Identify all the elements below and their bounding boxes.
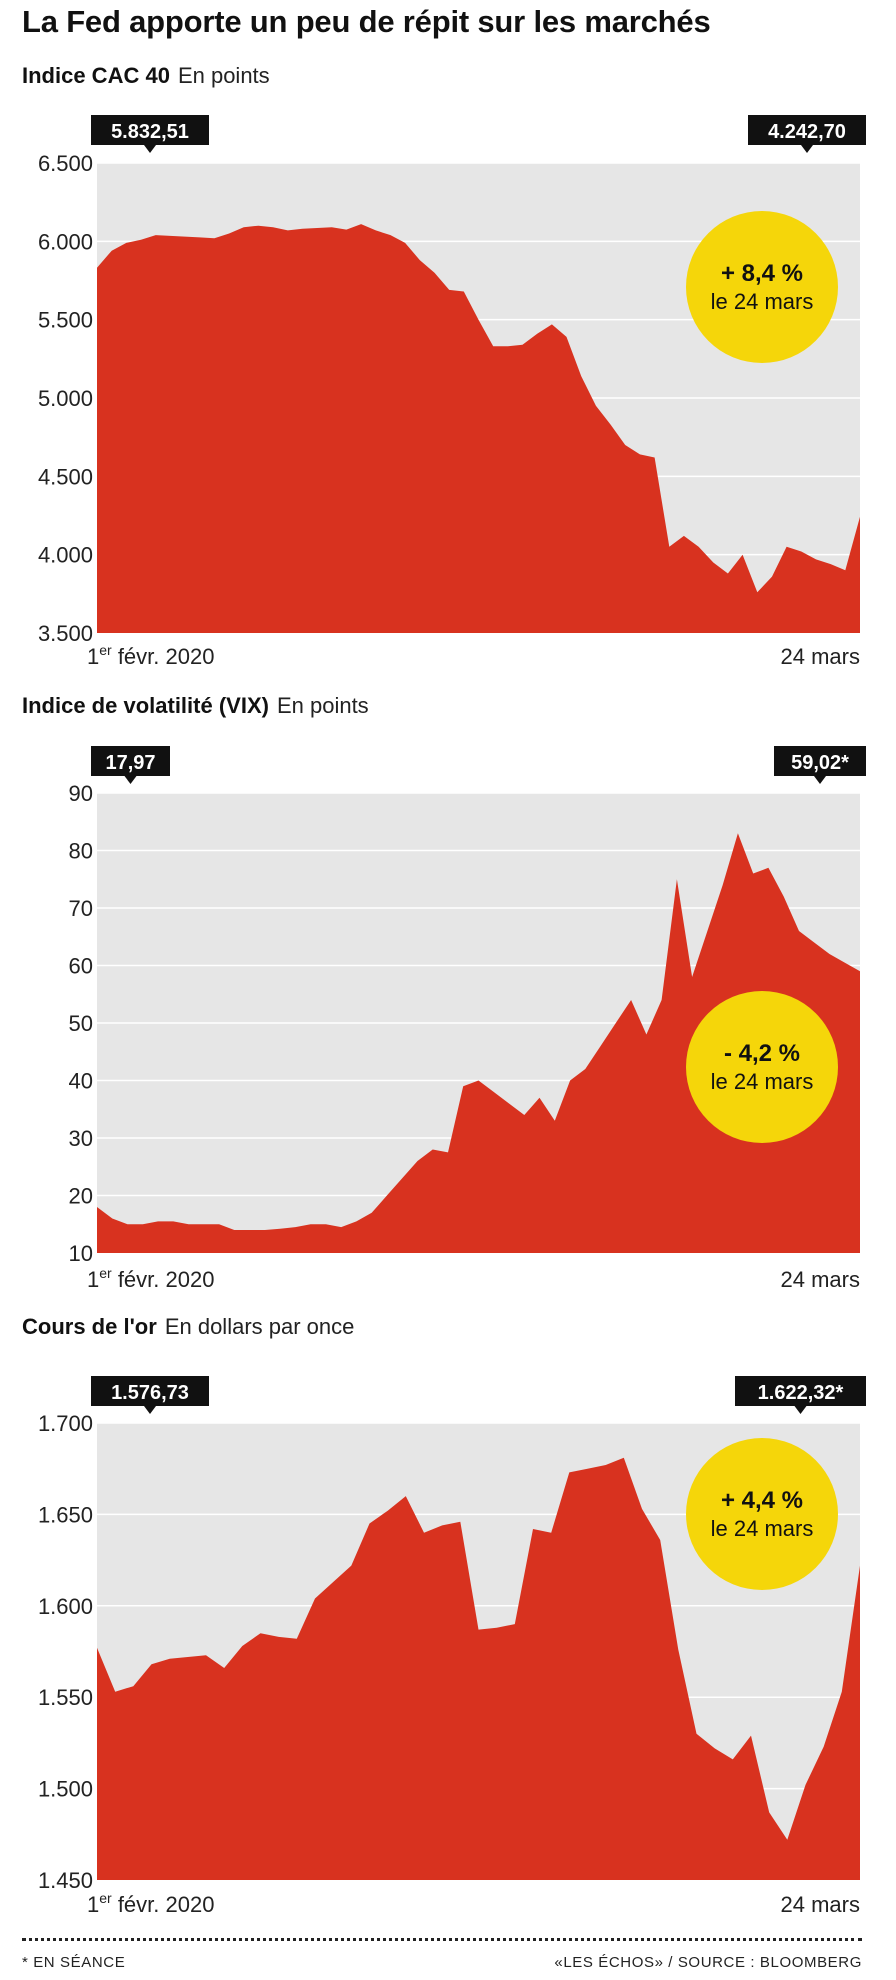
chart-cac40-title: Indice CAC 40: [22, 63, 170, 88]
chart-vix-xaxis-start-label: 1er févr. 2020: [87, 1265, 214, 1292]
chart-cac40-first-value-label-pointer: [144, 145, 156, 153]
chart-gold-ytick-label: 1.700: [38, 1411, 93, 1436]
chart-cac40-last-value-label-pointer: [801, 145, 813, 153]
chart-gold-first-value-label: 1.576,73: [111, 1382, 189, 1404]
chart-cac40-last-value-label-box: [748, 115, 866, 145]
chart-vix-unit: En points: [276, 693, 369, 718]
chart-vix-last-value-label: 59,02*: [791, 752, 849, 774]
chart-cac40-ytick-label: 4.000: [38, 543, 93, 568]
chart-vix-first-value-label: 17,97: [105, 752, 155, 774]
chart-cac40-xaxis-start-label: 1er févr. 2020: [87, 642, 214, 669]
chart-gold-first-value-label-box: [91, 1376, 209, 1406]
chart-vix-ytick-label: 60: [69, 954, 93, 979]
chart-vix-change-value: - 4,2 %: [724, 1040, 800, 1067]
chart-gold-ytick-label: 1.500: [38, 1777, 93, 1802]
source-credit: «LES ÉCHOS» / SOURCE : BLOOMBERG: [554, 1954, 862, 1971]
chart-vix-ytick-label: 20: [69, 1184, 93, 1209]
chart-vix-ytick-label: 80: [69, 839, 93, 864]
chart-cac40-area-series: [97, 224, 860, 633]
chart-cac40-ytick-label: 5.000: [38, 386, 93, 411]
chart-gold-area-series: [97, 1457, 860, 1880]
chart-vix-ytick-label: 10: [69, 1241, 93, 1266]
chart-gold-ytick-label: 1.600: [38, 1594, 93, 1619]
chart-vix-change-badge: [686, 991, 838, 1143]
chart-gold-first-value-label-pointer: [144, 1406, 156, 1414]
chart-vix-change-date: le 24 mars: [711, 1069, 814, 1094]
chart-cac40-change-badge: [686, 211, 838, 363]
chart-cac40-ytick-label: 6.000: [38, 229, 93, 254]
chart-gold-change-value: + 4,4 %: [721, 1487, 803, 1514]
chart-gold-unit: En dollars par once: [164, 1314, 355, 1339]
chart-gold-last-value-label: 1.622,32*: [758, 1382, 844, 1404]
chart-cac40-last-value-label: 4.242,70: [768, 121, 846, 143]
footnote: * EN SÉANCE: [22, 1954, 126, 1971]
chart-cac40-change-value: + 8,4 %: [721, 260, 803, 287]
page-title: La Fed apporte un peu de répit sur les m…: [22, 4, 711, 39]
chart-cac40-first-value-label: 5.832,51: [111, 121, 189, 143]
chart-gold-last-value-label-box: [735, 1376, 866, 1406]
chart-gold-ytick-label: 1.550: [38, 1685, 93, 1710]
chart-vix-area-series: [97, 833, 860, 1253]
chart-cac40-ytick-label: 6.500: [38, 151, 93, 176]
chart-gold-change-badge: [686, 1438, 838, 1590]
chart-cac40-xaxis-end-label: 24 mars: [781, 644, 860, 669]
chart-cac40-ytick-label: 3.500: [38, 621, 93, 646]
chart-cac40-change-date: le 24 mars: [711, 289, 814, 314]
chart-vix-ytick-label: 40: [69, 1069, 93, 1094]
chart-gold-ytick-label: 1.650: [38, 1502, 93, 1527]
chart-vix-subtitle: Indice de volatilité (VIX) En points: [22, 693, 369, 719]
chart-vix-ytick-label: 30: [69, 1126, 93, 1151]
chart-vix-ytick-label: 50: [69, 1011, 93, 1036]
chart-vix-ytick-label: 70: [69, 896, 93, 921]
chart-vix-last-value-label-box: [774, 746, 866, 776]
chart-gold-title: Cours de l'or: [22, 1314, 157, 1339]
chart-vix-ytick-label: 90: [69, 781, 93, 806]
chart-vix-last-value-label-pointer: [814, 776, 826, 784]
chart-vix-title: Indice de volatilité (VIX): [22, 693, 269, 718]
chart-cac40-ytick-label: 5.500: [38, 308, 93, 333]
chart-gold-change-date: le 24 mars: [711, 1516, 814, 1541]
chart-gold-subtitle: Cours de l'or En dollars par once: [22, 1314, 354, 1340]
chart-cac40-subtitle: Indice CAC 40 En points: [22, 63, 270, 89]
chart-vix-first-value-label-box: [91, 746, 170, 776]
chart-cac40-ytick-label: 4.500: [38, 464, 93, 489]
chart-gold-xaxis-start-label: 1er févr. 2020: [87, 1890, 214, 1917]
chart-vix-xaxis-end-label: 24 mars: [781, 1267, 860, 1292]
footer-divider: [22, 1938, 862, 1941]
chart-cac40-first-value-label-box: [91, 115, 209, 145]
chart-gold-last-value-label-pointer: [794, 1406, 807, 1414]
chart-vix-first-value-label-pointer: [124, 776, 137, 784]
charts-canvas: 6.500 6.000 5.500 5.000 4.500 4.000 3.500 5.832…: [38, 115, 866, 1917]
chart-gold-ytick-label: 1.450: [38, 1868, 93, 1893]
chart-gold-xaxis-end-label: 24 mars: [781, 1892, 860, 1917]
chart-cac40-unit: En points: [177, 63, 270, 88]
